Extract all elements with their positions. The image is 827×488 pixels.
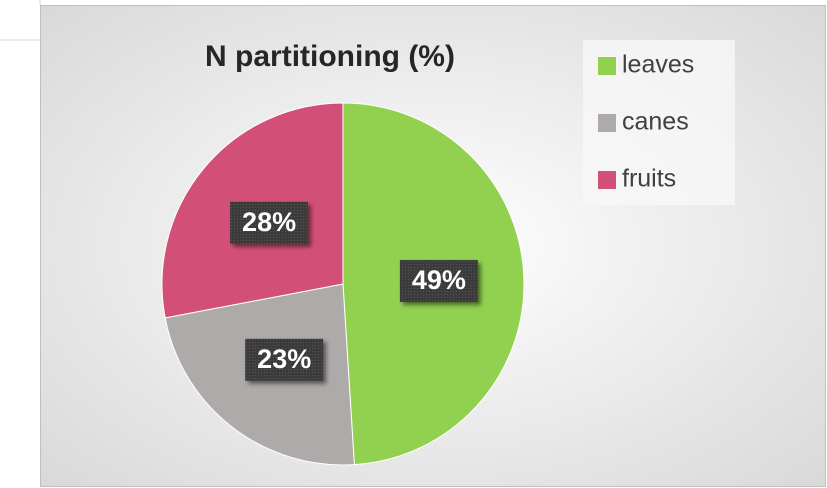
data-label: 23% — [257, 344, 311, 374]
data-label-box — [245, 338, 324, 381]
legend-swatch — [598, 171, 616, 189]
data-label: 49% — [412, 265, 466, 295]
data-labels: 49% 23% 28% — [230, 201, 478, 381]
legend-label: leaves — [622, 51, 694, 79]
data-label-box — [230, 201, 309, 244]
chart-title: N partitioning (%) — [205, 40, 455, 73]
legend-swatch — [598, 114, 616, 132]
legend-swatch — [598, 57, 616, 75]
legend-label: canes — [622, 108, 689, 136]
legend: leaves canes fruits — [598, 51, 694, 193]
legend-label: fruits — [622, 165, 676, 193]
data-label: 28% — [242, 207, 296, 237]
pie — [161, 102, 525, 466]
data-label-box — [399, 259, 478, 302]
